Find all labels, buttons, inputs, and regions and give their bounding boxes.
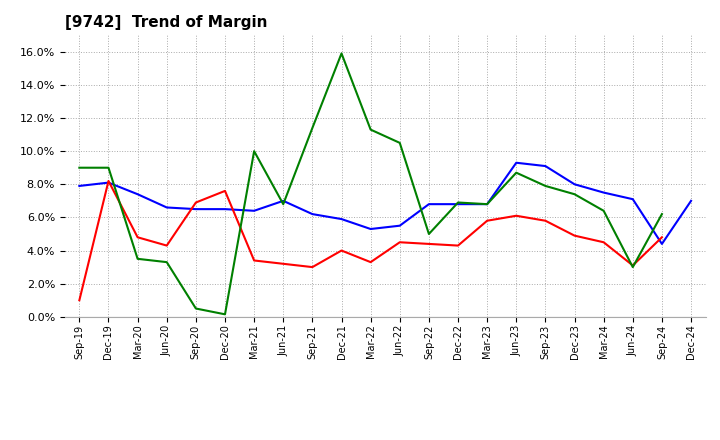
Net Income: [483, 218, 492, 224]
Net Income: [75, 297, 84, 303]
Operating Cashflow: [308, 125, 317, 131]
Net Income: [308, 264, 317, 270]
Ordinary Income: [104, 180, 113, 185]
Operating Cashflow: [279, 202, 287, 207]
Ordinary Income: [279, 198, 287, 203]
Operating Cashflow: [599, 208, 608, 213]
Operating Cashflow: [192, 306, 200, 311]
Operating Cashflow: [541, 183, 550, 189]
Net Income: [250, 258, 258, 263]
Ordinary Income: [687, 198, 696, 203]
Ordinary Income: [220, 206, 229, 212]
Net Income: [337, 248, 346, 253]
Line: Net Income: Net Income: [79, 181, 662, 300]
Ordinary Income: [308, 212, 317, 217]
Text: [9742]  Trend of Margin: [9742] Trend of Margin: [65, 15, 267, 30]
Net Income: [395, 240, 404, 245]
Line: Ordinary Income: Ordinary Income: [79, 163, 691, 244]
Net Income: [657, 235, 666, 240]
Ordinary Income: [454, 202, 462, 207]
Ordinary Income: [395, 223, 404, 228]
Net Income: [570, 233, 579, 238]
Operating Cashflow: [425, 231, 433, 237]
Net Income: [366, 260, 375, 265]
Ordinary Income: [599, 190, 608, 195]
Net Income: [163, 243, 171, 248]
Ordinary Income: [133, 191, 142, 197]
Ordinary Income: [337, 216, 346, 222]
Operating Cashflow: [629, 264, 637, 270]
Ordinary Income: [541, 163, 550, 169]
Operating Cashflow: [75, 165, 84, 170]
Line: Operating Cashflow: Operating Cashflow: [79, 53, 662, 314]
Operating Cashflow: [657, 212, 666, 217]
Ordinary Income: [250, 208, 258, 213]
Net Income: [425, 241, 433, 246]
Net Income: [133, 235, 142, 240]
Ordinary Income: [163, 205, 171, 210]
Operating Cashflow: [133, 256, 142, 261]
Ordinary Income: [512, 160, 521, 165]
Net Income: [454, 243, 462, 248]
Net Income: [512, 213, 521, 218]
Operating Cashflow: [483, 202, 492, 207]
Net Income: [104, 178, 113, 183]
Operating Cashflow: [250, 149, 258, 154]
Ordinary Income: [425, 202, 433, 207]
Net Income: [192, 200, 200, 205]
Ordinary Income: [192, 206, 200, 212]
Net Income: [599, 240, 608, 245]
Ordinary Income: [657, 241, 666, 246]
Ordinary Income: [570, 182, 579, 187]
Operating Cashflow: [366, 127, 375, 132]
Ordinary Income: [75, 183, 84, 189]
Operating Cashflow: [220, 312, 229, 317]
Ordinary Income: [483, 202, 492, 207]
Ordinary Income: [629, 197, 637, 202]
Operating Cashflow: [454, 200, 462, 205]
Operating Cashflow: [512, 170, 521, 175]
Operating Cashflow: [337, 51, 346, 56]
Ordinary Income: [366, 226, 375, 231]
Operating Cashflow: [104, 165, 113, 170]
Net Income: [541, 218, 550, 224]
Net Income: [220, 188, 229, 194]
Net Income: [629, 263, 637, 268]
Net Income: [279, 261, 287, 267]
Operating Cashflow: [395, 140, 404, 146]
Operating Cashflow: [163, 260, 171, 265]
Operating Cashflow: [570, 191, 579, 197]
